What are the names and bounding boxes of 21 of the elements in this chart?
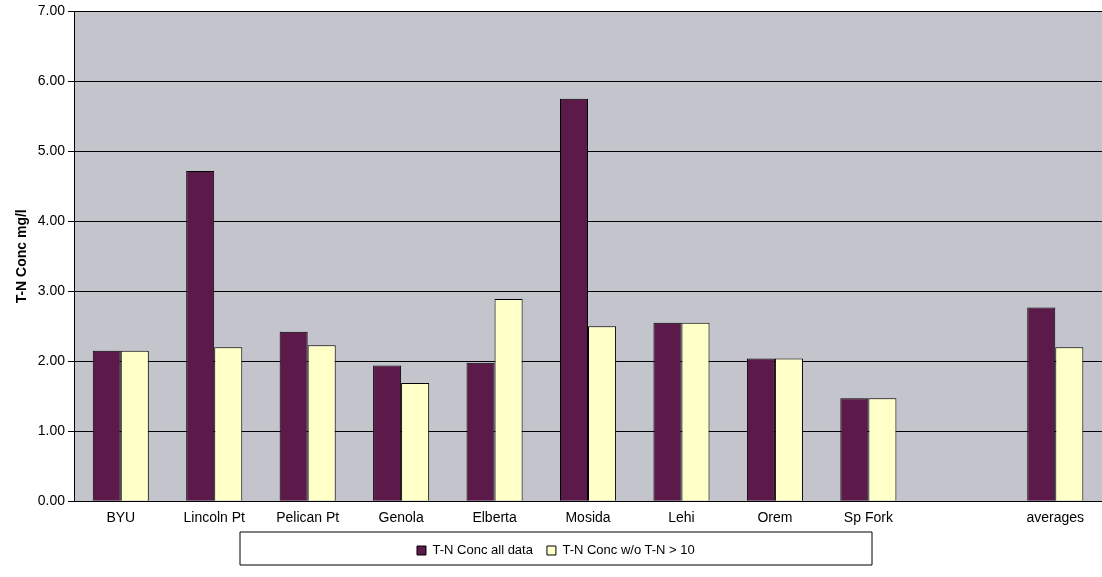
y-tick-label: 7.00 [37, 2, 66, 19]
x-tick-label: averages [1026, 509, 1085, 526]
x-tick-label: Elberta [472, 509, 517, 526]
x-tick-label: Sp Fork [843, 509, 894, 526]
x-tick-label: BYU [106, 509, 136, 526]
x-tick-label: Genola [378, 509, 424, 526]
y-tick-label: 5.00 [37, 142, 66, 159]
x-tick-label: Lincoln Pt [183, 509, 246, 526]
y-tick-label: 3.00 [37, 282, 66, 299]
y-tick-label: 1.00 [37, 422, 66, 439]
x-tick-label: Lehi [668, 509, 695, 526]
x-tick-label: Mosida [565, 509, 611, 526]
y-tick-label: 6.00 [37, 72, 66, 89]
y-axis-title: T-N Conc mg/l [13, 209, 30, 304]
y-tick-label: 0.00 [37, 492, 66, 509]
y-tick-label: 2.00 [37, 352, 66, 369]
legend-label: T-N Conc all data [432, 542, 534, 558]
y-tick-label: 4.00 [37, 212, 66, 229]
x-tick-label: Orem [757, 509, 793, 526]
x-tick-label: Pelican Pt [276, 509, 340, 526]
legend-label: T-N Conc w/o T-N > 10 [562, 542, 695, 558]
